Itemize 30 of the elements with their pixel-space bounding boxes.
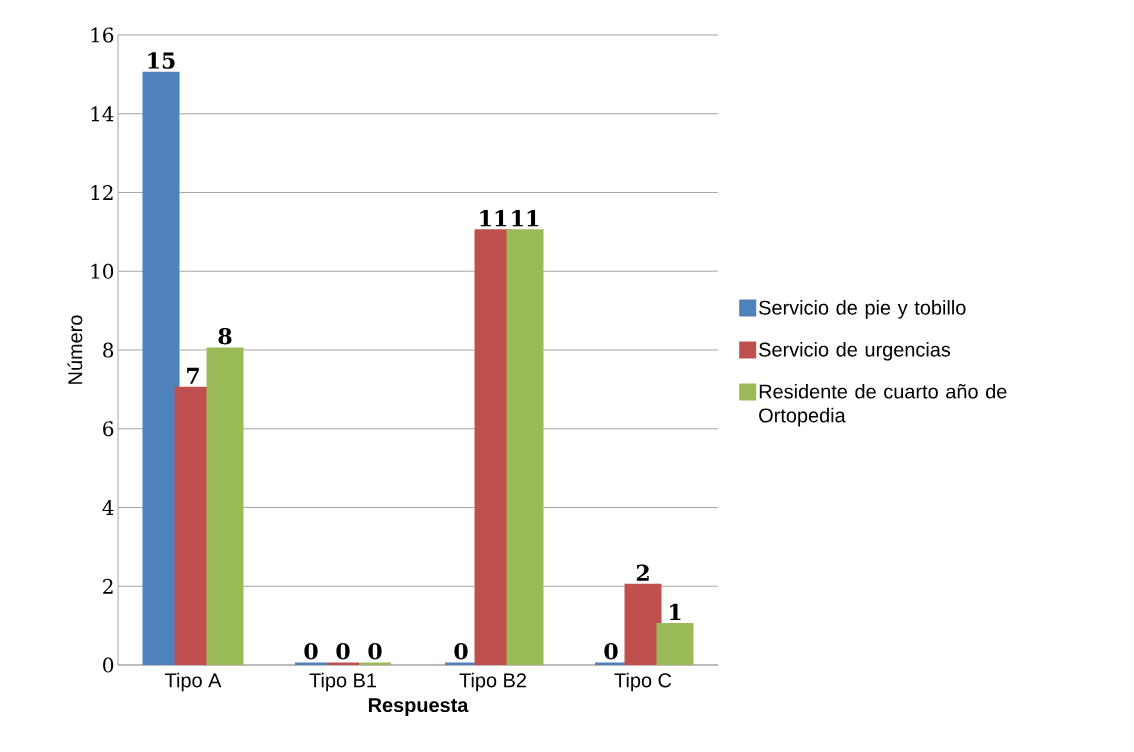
legend-label: Servicio de urgencias (759, 342, 951, 361)
data-label: 7 (187, 367, 199, 384)
data-label: 0 (368, 642, 382, 660)
legend-label: Servicio de pie y tobillo (759, 300, 966, 319)
data-label: 0 (304, 642, 318, 660)
x-tick-label: Tipo C (614, 672, 672, 692)
y-tick-label: 8 (103, 342, 114, 358)
x-tick-label: Tipo B2 (459, 672, 526, 692)
data-label: 1 (670, 603, 681, 621)
y-tick-label: 2 (103, 578, 113, 594)
y-tick-label: 12 (91, 185, 113, 200)
y-tick-label: 14 (91, 106, 114, 122)
data-label: 0 (604, 642, 618, 660)
x-tick-label: Tipo A (165, 672, 222, 692)
x-tick-label: Tipo B1 (309, 672, 376, 692)
data-label: 15 (148, 52, 175, 69)
data-label: 8 (218, 327, 232, 345)
data-label: 0 (336, 642, 350, 660)
data-label: 0 (454, 642, 468, 660)
data-label: 2 (636, 564, 649, 581)
y-tick-label: 16 (91, 27, 114, 43)
y-tick-label: 0 (103, 657, 114, 673)
data-label: 11 (512, 210, 539, 227)
y-tick-label: 4 (102, 500, 114, 515)
legend-label: Residente de cuarto año de Ortopedia (759, 383, 1007, 427)
data-label: 11 (480, 210, 507, 227)
x-axis-title: Respuesta (368, 698, 469, 717)
y-axis-title: Número (67, 315, 83, 384)
y-tick-label: 6 (103, 421, 114, 437)
y-tick-label: 10 (91, 263, 114, 279)
